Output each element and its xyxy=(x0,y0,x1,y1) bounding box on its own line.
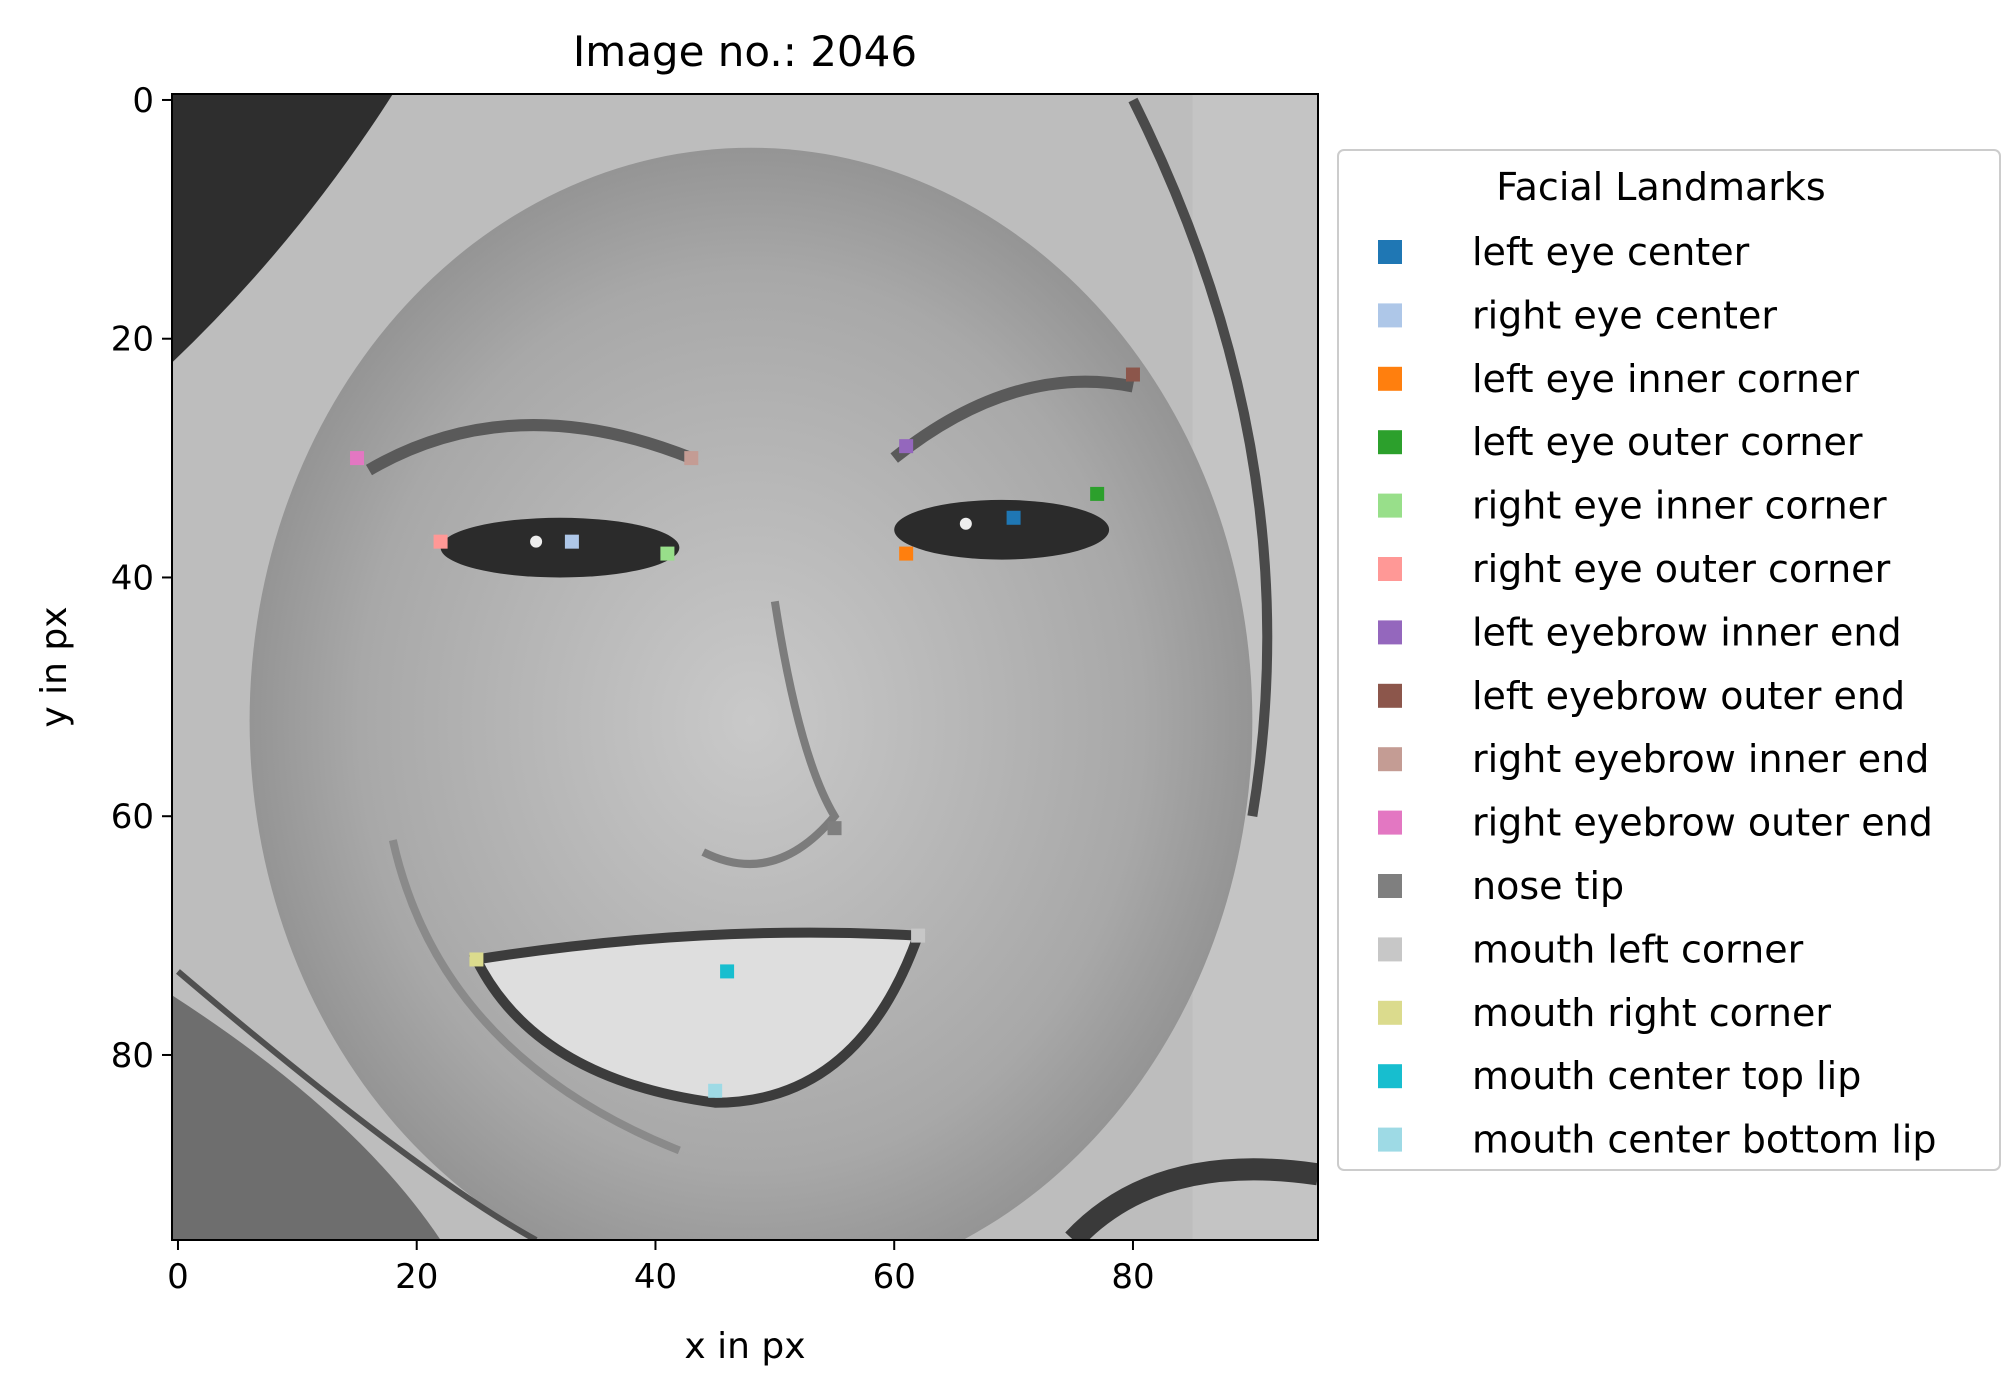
landmark-marker-12 xyxy=(469,952,484,967)
legend-label: mouth left corner xyxy=(1472,927,1804,971)
legend-swatch xyxy=(1378,557,1402,581)
x-tick-label: 40 xyxy=(634,1257,677,1297)
landmark-marker-5 xyxy=(433,534,448,549)
legend-item: right eyebrow outer end xyxy=(1378,801,1933,845)
landmark-marker-4 xyxy=(660,546,675,561)
legend-swatch xyxy=(1378,366,1402,391)
legend-label: mouth center top lip xyxy=(1472,1054,1861,1098)
legend-swatch xyxy=(1378,937,1402,962)
legend-label: right eye inner corner xyxy=(1472,484,1887,528)
legend-item: left eyebrow outer end xyxy=(1378,674,1905,718)
legend-swatch xyxy=(1378,747,1402,772)
legend-label: mouth right corner xyxy=(1472,991,1831,1035)
legend-item: mouth center top lip xyxy=(1378,1054,1861,1098)
y-tick-label: 20 xyxy=(111,320,154,360)
legend-item: left eye center xyxy=(1378,230,1750,274)
legend-label: right eye center xyxy=(1472,293,1777,337)
legend-item: mouth center bottom lip xyxy=(1378,1118,1937,1162)
landmark-marker-13 xyxy=(720,964,735,979)
landmark-marker-10 xyxy=(827,821,842,836)
legend-item: left eyebrow inner end xyxy=(1378,610,1902,654)
y-axis: 0 20 40 60 80 xyxy=(111,81,172,1076)
legend-label: right eye outer corner xyxy=(1472,547,1891,591)
face-photo xyxy=(172,94,1318,1240)
legend-label: left eyebrow inner end xyxy=(1472,610,1902,654)
legend-swatch xyxy=(1378,303,1402,328)
legend-title: Facial Landmarks xyxy=(1496,165,1825,209)
landmark-marker-0 xyxy=(1006,510,1021,525)
legend-item: mouth right corner xyxy=(1378,991,1831,1035)
landmark-marker-3 xyxy=(1090,486,1105,501)
y-tick-label: 60 xyxy=(111,797,154,837)
landmark-marker-9 xyxy=(350,451,365,466)
legend-label: right eyebrow outer end xyxy=(1472,801,1933,845)
legend: Facial Landmarks left eye center right ey… xyxy=(1337,149,2001,1171)
legend-item: mouth left corner xyxy=(1378,927,1804,971)
legend-item: right eye inner corner xyxy=(1378,484,1887,528)
legend-label: left eye center xyxy=(1472,230,1750,274)
y-tick-label: 0 xyxy=(132,81,154,121)
legend-swatch xyxy=(1378,1000,1402,1025)
landmark-marker-6 xyxy=(899,439,914,454)
landmark-marker-8 xyxy=(684,451,699,466)
x-tick-label: 0 xyxy=(167,1257,189,1297)
legend-label: left eyebrow outer end xyxy=(1472,674,1905,718)
legend-swatch xyxy=(1378,1064,1402,1089)
landmark-marker-14 xyxy=(708,1083,723,1098)
legend-label: nose tip xyxy=(1472,864,1624,908)
plot-area xyxy=(171,93,1319,1241)
legend-swatch xyxy=(1378,1127,1402,1152)
legend-item: right eye outer corner xyxy=(1378,547,1891,591)
landmark-markers xyxy=(350,367,1140,1098)
x-tick-label: 80 xyxy=(1111,1257,1154,1297)
plot-frame xyxy=(171,93,1319,1241)
y-tick-label: 40 xyxy=(111,558,154,598)
landmark-marker-7 xyxy=(1125,367,1140,382)
legend-item: right eyebrow inner end xyxy=(1378,737,1929,781)
legend-swatch xyxy=(1378,874,1402,898)
legend-label: right eyebrow inner end xyxy=(1472,737,1929,781)
y-tick-label: 80 xyxy=(111,1036,154,1076)
landmark-marker-11 xyxy=(911,928,926,943)
landmark-marker-1 xyxy=(564,534,579,549)
y-axis-label: y in px xyxy=(34,606,75,727)
legend-item: left eye outer corner xyxy=(1378,420,1863,464)
legend-swatch xyxy=(1378,620,1402,645)
legend-item: nose tip xyxy=(1378,864,1624,908)
legend-swatch xyxy=(1378,240,1402,264)
x-tick-label: 20 xyxy=(395,1257,438,1297)
x-tick-label: 60 xyxy=(873,1257,916,1297)
chart-title: Image no.: 2046 xyxy=(573,27,917,76)
legend-swatch xyxy=(1378,810,1402,835)
x-axis-label: x in px xyxy=(684,1326,805,1367)
x-axis: 0 20 40 60 80 xyxy=(167,1240,1155,1297)
legend-box xyxy=(1337,149,2001,1171)
legend-swatch xyxy=(1378,430,1402,455)
legend-item: right eye center xyxy=(1378,293,1777,337)
legend-swatch xyxy=(1378,493,1402,518)
legend-label: mouth center bottom lip xyxy=(1472,1118,1937,1162)
legend-label: left eye inner corner xyxy=(1472,357,1859,401)
landmark-marker-2 xyxy=(899,546,914,561)
legend-swatch xyxy=(1378,683,1402,708)
legend-item: left eye inner corner xyxy=(1378,357,1859,401)
legend-label: left eye outer corner xyxy=(1472,420,1863,464)
